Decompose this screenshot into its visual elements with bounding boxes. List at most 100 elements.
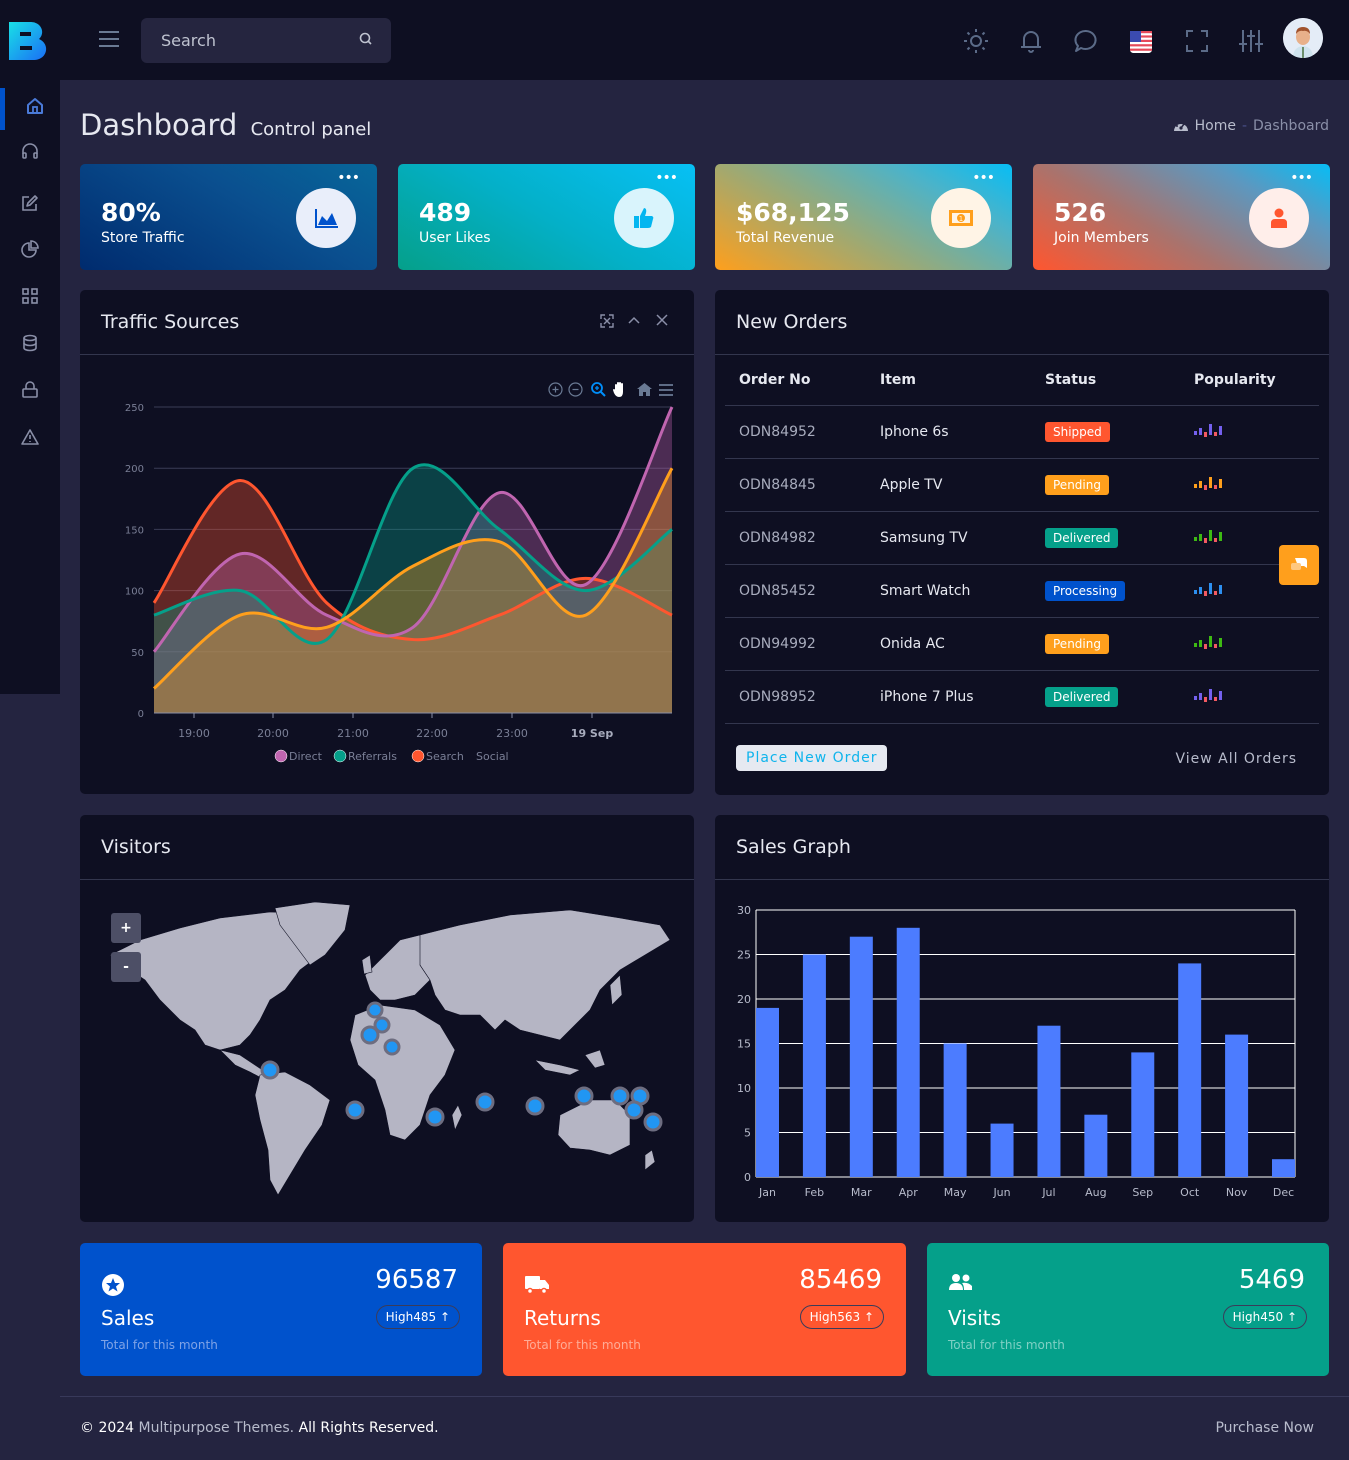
traffic-area-chart[interactable]: 0 50 100 150 200 250 19:00 20:00 21:00 22:00 23:00…: [80, 390, 694, 790]
sales-bar-chart[interactable]: 0 5 10 15 20 25 30 Jan Feb Mar Apr May Jun Jul Aug Sep O…: [715, 900, 1329, 1210]
place-new-order-button[interactable]: Place New Order: [736, 745, 888, 771]
search-input[interactable]: [141, 18, 341, 63]
order-item: Apple TV: [866, 458, 1031, 512]
menu-toggle-button[interactable]: [99, 31, 119, 49]
edit-icon: [22, 195, 38, 211]
expand-icon[interactable]: [600, 314, 614, 328]
stat-value: 80%: [101, 198, 161, 227]
card-title: Traffic Sources: [101, 311, 240, 333]
table-row[interactable]: ODN98952 iPhone 7 Plus Delivered: [725, 670, 1319, 724]
status-badge: Delivered: [1045, 686, 1119, 707]
sidebar-item-security[interactable]: [0, 369, 60, 415]
table-row[interactable]: ODN84845 Apple TV Pending: [725, 458, 1319, 512]
selection-zoom-icon[interactable]: [590, 381, 607, 398]
stat-label: Store Traffic: [101, 230, 185, 246]
close-icon[interactable]: [654, 312, 670, 328]
svg-text:100: 100: [125, 587, 144, 598]
star-circle-icon: [102, 1274, 124, 1296]
headphones-icon: [22, 143, 38, 159]
sidebar-item-database[interactable]: [0, 322, 60, 368]
table-header-row: Order No Item Status Popularity: [725, 355, 1319, 406]
sidebar-item-home[interactable]: [0, 84, 60, 130]
bell-icon[interactable]: [1018, 28, 1044, 54]
more-options-button[interactable]: •••: [337, 170, 360, 186]
table-row[interactable]: ODN84982 Samsung TV Delivered: [725, 511, 1319, 565]
world-map[interactable]: [100, 900, 680, 1200]
svg-text:Dec: Dec: [1273, 1186, 1294, 1199]
brand-link[interactable]: Multipurpose Themes.: [138, 1420, 295, 1436]
svg-text:May: May: [944, 1186, 967, 1199]
order-status-cell: Processing: [1031, 564, 1180, 618]
popularity-sparkline: [1194, 477, 1222, 493]
us-flag-icon[interactable]: [1130, 31, 1152, 53]
svg-text:200: 200: [125, 464, 144, 475]
brand-logo[interactable]: [9, 20, 51, 62]
order-status-cell: Pending: [1031, 458, 1180, 512]
zoom-out-icon[interactable]: [568, 382, 583, 397]
order-item: Iphone 6s: [866, 405, 1031, 459]
order-number: ODN84982: [725, 511, 866, 565]
status-badge: Delivered: [1045, 527, 1119, 548]
sidebar-item-apps[interactable]: [0, 275, 60, 321]
table-row[interactable]: ODN85452 Smart Watch Processing: [725, 564, 1319, 618]
map-zoom-in-button[interactable]: +: [111, 913, 141, 943]
dashboard-gauge-icon: [1173, 122, 1188, 131]
table-row[interactable]: ODN84952 Iphone 6s Shipped: [725, 405, 1319, 459]
chat-icon[interactable]: [1073, 28, 1099, 54]
svg-text:Direct: Direct: [289, 750, 323, 763]
floating-chat-button[interactable]: [1279, 545, 1319, 585]
traffic-sources-card: Traffic Sources 0 50 100 150 200 250 19:00 20:0…: [80, 290, 694, 794]
table-row[interactable]: ODN94992 Onida AC Pending: [725, 617, 1319, 671]
sidebar-item-edit[interactable]: [0, 182, 60, 228]
trend-badge: High450 ↑: [1222, 1305, 1307, 1329]
stat-card-store-traffic: ••• 80% Store Traffic: [80, 164, 377, 270]
order-item: Smart Watch: [866, 564, 1031, 618]
more-options-button[interactable]: •••: [972, 170, 995, 186]
card-title: New Orders: [736, 311, 848, 333]
card-title: Visitors: [101, 836, 171, 858]
stat-card-total-revenue: ••• $68,125 Total Revenue 1: [715, 164, 1012, 270]
order-status-cell: Delivered: [1031, 670, 1180, 724]
home-icon: [27, 98, 43, 114]
stat-card-join-members: ••• 526 Join Members: [1033, 164, 1330, 270]
status-badge: Pending: [1045, 633, 1109, 654]
summary-subtitle: Total for this month: [101, 1338, 218, 1352]
sidebar-item-alerts[interactable]: [0, 416, 60, 462]
search-box: [141, 18, 391, 63]
avatar[interactable]: [1283, 18, 1323, 58]
purchase-now-link[interactable]: Purchase Now: [1215, 1420, 1314, 1436]
popularity-cell: [1180, 670, 1319, 724]
svg-text:25: 25: [737, 949, 751, 962]
order-status-cell: Delivered: [1031, 511, 1180, 565]
more-options-button[interactable]: •••: [655, 170, 678, 186]
more-options-button[interactable]: •••: [1290, 170, 1313, 186]
reset-home-icon[interactable]: [636, 382, 653, 397]
fullscreen-icon[interactable]: [1184, 28, 1210, 54]
order-item: Onida AC: [866, 617, 1031, 671]
sun-icon[interactable]: [963, 28, 989, 54]
card-header: Sales Graph: [715, 815, 1329, 880]
summary-card-returns: 85469 Returns Total for this month High5…: [503, 1243, 906, 1376]
pan-hand-icon[interactable]: [612, 381, 627, 398]
sidebar-item-charts[interactable]: [0, 228, 60, 274]
zoom-in-icon[interactable]: [548, 382, 563, 397]
order-item: Samsung TV: [866, 511, 1031, 565]
user-icon: [1249, 188, 1309, 248]
warning-icon: [21, 429, 39, 445]
view-all-orders-link[interactable]: View All Orders: [1175, 751, 1297, 767]
thumbs-up-icon: [614, 188, 674, 248]
svg-text:22:00: 22:00: [416, 727, 448, 740]
breadcrumb-home-link[interactable]: Home: [1194, 118, 1236, 134]
collapse-chevron-icon[interactable]: [626, 312, 642, 328]
search-icon[interactable]: [359, 32, 373, 46]
map-zoom-out-button[interactable]: -: [111, 952, 141, 982]
truck-icon: [525, 1276, 549, 1295]
sidebar-item-support[interactable]: [0, 130, 60, 176]
summary-name: Returns: [524, 1306, 601, 1330]
svg-text:Referrals: Referrals: [348, 750, 397, 763]
database-icon: [23, 334, 37, 352]
card-header: New Orders: [715, 290, 1329, 355]
sliders-icon[interactable]: [1238, 28, 1264, 54]
chart-menu-icon[interactable]: [658, 383, 674, 397]
visitor-markers: [260, 1001, 663, 1132]
